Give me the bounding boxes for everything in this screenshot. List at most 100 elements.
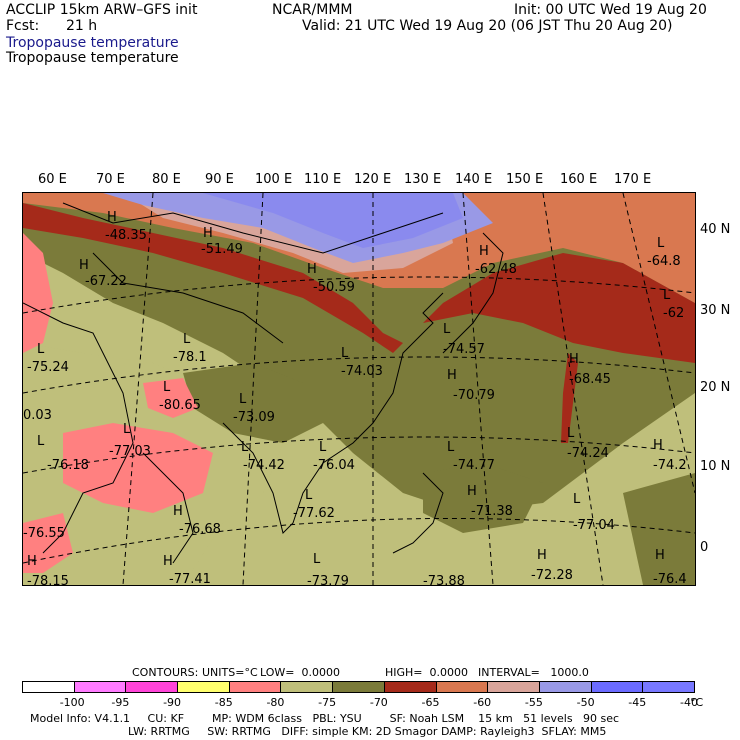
lat-line-0	[23, 517, 695, 564]
lat-label: 0	[700, 540, 709, 555]
extremum-value: -76.55	[23, 526, 65, 541]
lat-line-10	[23, 436, 695, 474]
extremum-type: L	[663, 288, 671, 303]
colorbar-tick-label: -65	[421, 696, 440, 709]
extremum-value: -77.62	[293, 506, 335, 521]
colorbar-tick-label: -55	[524, 696, 543, 709]
colorbar-tick-label: -60	[473, 696, 492, 709]
coast-philippines	[392, 472, 444, 554]
extremum-value: -73.79	[307, 574, 349, 585]
fill-minus80-band	[23, 233, 53, 353]
extremum-value: -73.88	[423, 574, 465, 585]
extremum-value: 0.03	[23, 408, 52, 423]
colorbar-tick-label: -75	[318, 696, 337, 709]
lat-label: 30 N	[700, 303, 731, 318]
colorbar-segment	[487, 681, 540, 693]
colorbar-segment	[642, 681, 695, 693]
extremum-type: L	[657, 236, 665, 251]
extremum-type: H	[27, 554, 37, 569]
extremum-type: H	[203, 226, 213, 241]
extremum-value: -78.15	[27, 574, 69, 585]
lon-label: 130 E	[404, 172, 442, 187]
extremum-type: L	[341, 346, 349, 361]
lon-label: 120 E	[354, 172, 392, 187]
lon-label: 70 E	[96, 172, 125, 187]
extremum-type: H	[479, 244, 489, 259]
extremum-type: H	[447, 368, 457, 383]
extremum-value: -76.04	[313, 458, 355, 473]
fill-minus45-band	[203, 193, 463, 248]
extremum-value: -68.45	[569, 372, 611, 387]
colorbar-tick-label: -90	[163, 696, 182, 709]
extremum-value: -77.03	[109, 444, 151, 459]
extremum-value: -76.68	[179, 522, 221, 537]
contours-interval: INTERVAL= 1000.0	[478, 666, 589, 679]
colorbar-segment	[177, 681, 230, 693]
lon-label: 140 E	[455, 172, 493, 187]
fill-minus70-patch	[423, 463, 543, 533]
colorbar-tick-label: -85	[214, 696, 233, 709]
extremum-type: H	[537, 548, 547, 563]
lon-line	[622, 193, 695, 494]
contours-label: CONTOURS:	[132, 666, 199, 679]
extremum-value: -74.2	[653, 458, 687, 473]
org-label: NCAR/MMM	[272, 2, 353, 18]
colorbar-tick-label: -45	[628, 696, 647, 709]
extremum-type: L	[241, 440, 249, 455]
colorbar-tick-label: -80	[266, 696, 285, 709]
extremum-value: -74.77	[453, 458, 495, 473]
extremum-type: H	[307, 262, 317, 277]
extremum-type: L	[305, 488, 313, 503]
colorbar-tick-label: -100	[59, 696, 85, 709]
colorbar-segment	[383, 681, 437, 693]
fill-minus80-band	[143, 378, 198, 418]
lon-label: 90 E	[205, 172, 234, 187]
fill-minus80-band	[63, 423, 213, 513]
extrema-labels: H -48.35 H -51.49 H -50.59 H -67.22 H -6…	[23, 210, 687, 585]
extremum-value: -50.59	[313, 280, 355, 295]
extremum-type: L	[123, 422, 131, 437]
extremum-value: -75.24	[27, 360, 69, 375]
fill-minus65-streak	[561, 353, 578, 443]
extremum-type: H	[107, 210, 117, 225]
lon-label: 160 E	[560, 172, 598, 187]
colorbar-segment	[332, 681, 385, 693]
colorbar-segment	[125, 681, 179, 693]
extremum-type: L	[239, 392, 247, 407]
lon-line	[242, 193, 264, 585]
lat-label: 10 N	[700, 459, 731, 474]
lon-label: 100 E	[255, 172, 293, 187]
valid-time: Valid: 21 UTC Wed 19 Aug 20 (06 JST Thu …	[302, 18, 673, 34]
border-north	[62, 202, 444, 254]
extremum-type: H	[655, 548, 665, 563]
extremum-type: L	[447, 440, 455, 455]
extremum-value: -51.49	[201, 242, 243, 257]
colorbar-segment	[73, 681, 127, 693]
extremum-type: L	[183, 332, 191, 347]
extremum-value: -78.1	[173, 350, 207, 365]
lon-label: 60 E	[38, 172, 67, 187]
extremum-type: H	[163, 554, 173, 569]
map-panel: H -48.35 H -51.49 H -50.59 H -67.22 H -6…	[22, 192, 696, 586]
lon-label: 80 E	[152, 172, 181, 187]
lon-label: 150 E	[506, 172, 544, 187]
extremum-value: -76.4	[653, 572, 687, 585]
extremum-value: -71.38	[471, 504, 513, 519]
extremum-type: L	[319, 440, 327, 455]
extremum-value: -48.35	[105, 228, 147, 243]
extremum-type: H	[569, 352, 579, 367]
extremum-value: -62	[663, 306, 684, 321]
colorbar-tick-label: -50	[576, 696, 595, 709]
extremum-value: -64.8	[647, 254, 681, 269]
extremum-type: H	[79, 258, 89, 273]
extremum-value: -62.48	[475, 262, 517, 277]
extremum-type: L	[37, 434, 45, 449]
lon-line	[462, 193, 494, 585]
field-title-blue: Tropopause temperature	[6, 35, 179, 51]
extremum-type: L	[443, 322, 451, 337]
extremum-value: -67.22	[85, 274, 127, 289]
extremum-value: -74.57	[443, 342, 485, 357]
colorbar-segment	[590, 681, 644, 693]
colorbar-segment	[538, 681, 592, 693]
fill-minus80-band	[23, 513, 73, 573]
